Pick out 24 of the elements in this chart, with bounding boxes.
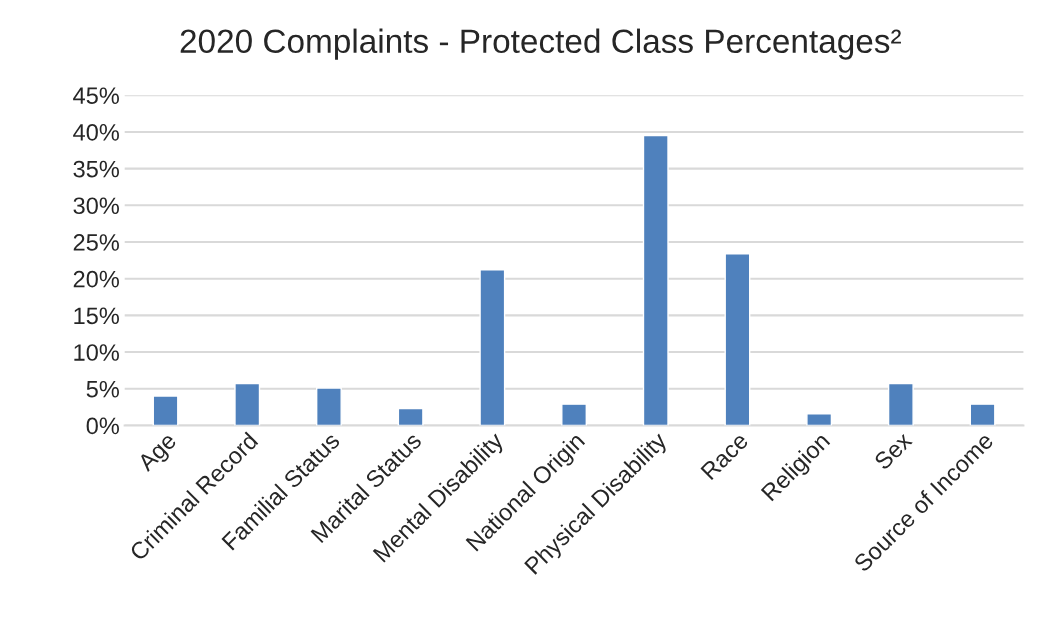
y-tick-label: 20% (73, 270, 119, 288)
bar (315, 387, 342, 426)
y-tick-label: 35% (73, 160, 119, 178)
y-tick-label: 25% (73, 234, 119, 251)
bar (969, 403, 996, 426)
bar (234, 382, 261, 426)
bar (806, 413, 833, 426)
y-tick-label: 15% (74, 307, 119, 325)
bar (642, 134, 669, 426)
y-tick-label: 45% (73, 87, 119, 105)
y-tick-label: 30% (73, 197, 119, 215)
y-tick-label: 40% (73, 124, 119, 141)
bar (397, 407, 424, 426)
y-tick-label: 10% (74, 344, 119, 361)
bar (479, 269, 506, 426)
bar (724, 253, 751, 426)
y-tick-label: 5% (86, 380, 119, 398)
y-tick-label: 0% (86, 417, 119, 435)
x-tick-label: Age (136, 431, 181, 476)
x-tick-label: Sex (873, 430, 913, 471)
bar (152, 395, 179, 426)
chart-title: 2020 Complaints - Protected Class Percentages² (180, 28, 901, 60)
bar (561, 403, 587, 426)
bar (887, 382, 914, 426)
